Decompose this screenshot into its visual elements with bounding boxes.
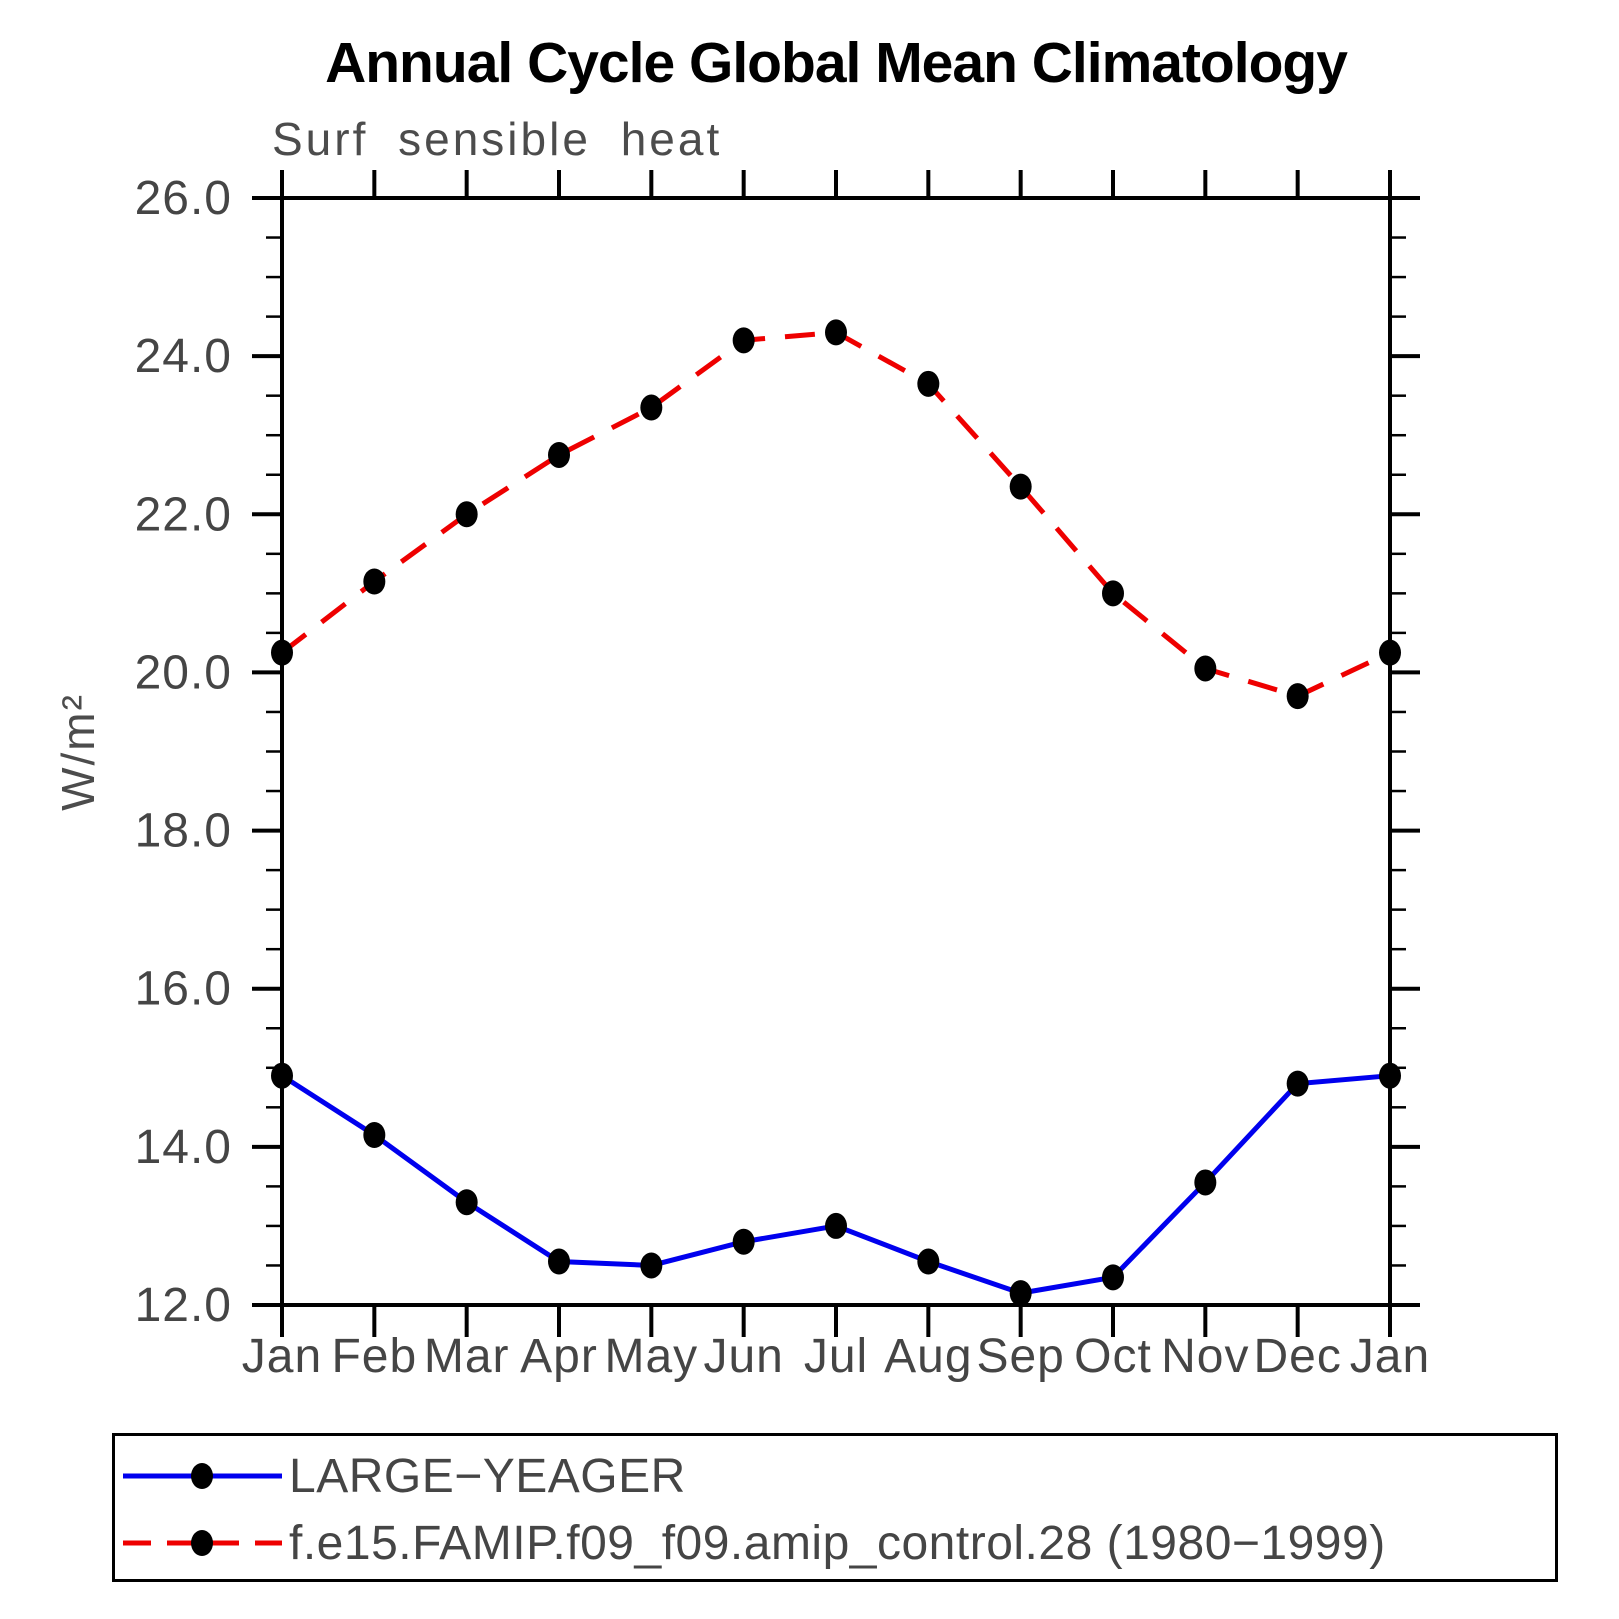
- y-axis-tick-label: 20.0: [135, 646, 232, 699]
- x-axis-tick-label: Jan: [1350, 1330, 1430, 1383]
- legend-marker-dot-icon: [191, 1530, 213, 1556]
- data-point-marker-s0-0: [271, 1062, 293, 1089]
- data-point-marker-s1-1: [363, 568, 386, 595]
- data-point-marker-s0-5: [732, 1228, 755, 1255]
- data-point-marker-s0-11: [1286, 1070, 1309, 1097]
- data-point-marker-s0-7: [917, 1248, 940, 1275]
- y-axis-tick-label: 22.0: [135, 488, 232, 541]
- series-line-1: [280, 329, 1392, 699]
- data-point-marker-s1-12: [1379, 639, 1401, 666]
- legend-label-famip-control: f.e15.FAMIP.f09_f09.amip_control.28 (198…: [289, 1516, 1386, 1570]
- x-axis-tick-label: Jul: [804, 1330, 868, 1383]
- axes-frame: [280, 196, 1392, 1307]
- data-point-marker-s0-8: [1009, 1280, 1032, 1307]
- data-point-marker-s0-2: [455, 1189, 478, 1216]
- legend-marker-dot-icon: [191, 1463, 213, 1489]
- x-axis-tick-label: Dec: [1253, 1330, 1341, 1383]
- data-point-marker-s1-7: [917, 370, 940, 397]
- legend-item-famip-control: f.e15.FAMIP.f09_f09.amip_control.28 (198…: [115, 1513, 1555, 1573]
- legend-solid-line-sample: [123, 1463, 282, 1489]
- y-axis-tick-label: 14.0: [135, 1121, 232, 1174]
- y-axis-tick-label: 12.0: [135, 1279, 232, 1332]
- legend-label-large-yeager: LARGE−YEAGER: [289, 1449, 686, 1503]
- chart-subtitle: Surf sensible heat: [272, 113, 723, 165]
- data-point-marker-s0-9: [1102, 1264, 1124, 1291]
- x-axis-tick-label: Aug: [884, 1330, 972, 1383]
- data-point-marker-s1-4: [640, 394, 663, 421]
- legend: LARGE−YEAGER f.e15.FAMIP.f09_f09.amip_co…: [112, 1433, 1558, 1582]
- x-axis-tick-label: May: [604, 1330, 698, 1383]
- data-point-marker-s1-11: [1286, 683, 1309, 710]
- x-axis-tick-label: Jun: [703, 1330, 783, 1383]
- y-axis-tick-label: 16.0: [135, 963, 232, 1016]
- x-axis-tick-label: Sep: [976, 1330, 1064, 1383]
- series-line-0: [280, 1073, 1391, 1296]
- y-axis-tick-label: 18.0: [135, 805, 232, 858]
- data-point-marker-s1-3: [548, 441, 570, 468]
- y-axis-tick-label: 24.0: [135, 330, 232, 383]
- x-axis-tick-label: Feb: [331, 1330, 417, 1383]
- data-point-marker-s0-1: [363, 1121, 386, 1148]
- data-point-marker-s1-2: [455, 501, 478, 528]
- x-axis-tick-label: Oct: [1074, 1330, 1152, 1383]
- data-point-marker-s1-8: [1009, 473, 1032, 500]
- legend-dashed-line-sample: [123, 1530, 282, 1556]
- data-point-marker-s1-6: [825, 319, 847, 346]
- x-axis-tick-label: Mar: [424, 1330, 510, 1383]
- data-point-marker-s0-12: [1379, 1062, 1401, 1089]
- data-point-marker-s0-6: [825, 1212, 847, 1239]
- x-axis-tick-label: Jan: [242, 1330, 322, 1383]
- data-point-marker-s1-9: [1102, 580, 1124, 607]
- data-point-marker-s1-5: [732, 327, 755, 354]
- x-axis-tick-label: Apr: [520, 1330, 598, 1383]
- chart-title: Annual Cycle Global Mean Climatology: [325, 31, 1348, 95]
- x-axis-tick-label: Nov: [1161, 1330, 1249, 1383]
- data-point-marker-s0-3: [548, 1248, 570, 1275]
- data-point-marker-s0-4: [640, 1252, 663, 1279]
- legend-item-large-yeager: LARGE−YEAGER: [115, 1446, 1555, 1506]
- data-point-marker-s0-10: [1194, 1169, 1217, 1196]
- y-axis-tick-label: 26.0: [135, 172, 232, 225]
- data-point-marker-s1-0: [271, 639, 293, 666]
- data-point-marker-s1-10: [1194, 655, 1217, 682]
